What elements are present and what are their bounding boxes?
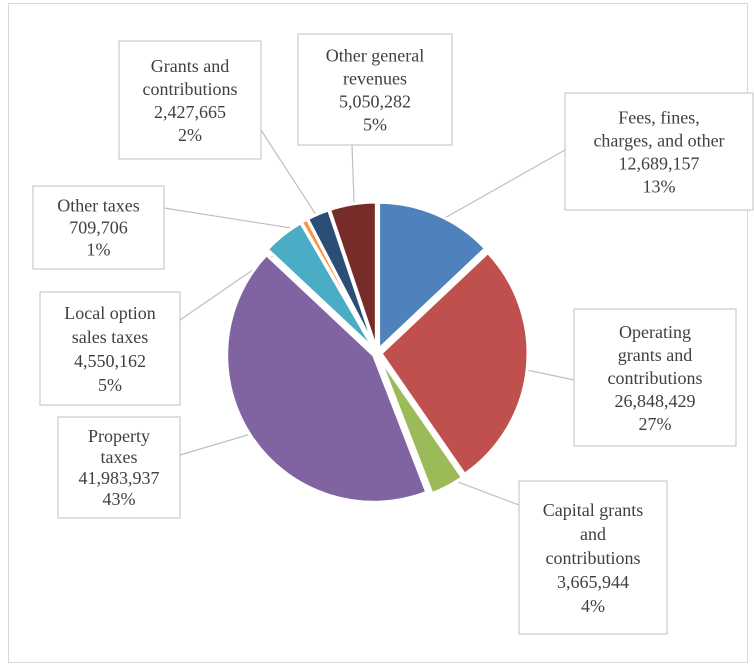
label-category-operating: contributions — [608, 368, 703, 388]
label-category-othertax: Other taxes — [57, 196, 139, 216]
label-category-operating: Operating — [619, 322, 691, 342]
callout-box-operating — [573, 308, 737, 447]
callout-box-capital — [518, 480, 668, 635]
label-value-othergen: 5,050,282 — [339, 91, 411, 111]
label-category-property: taxes — [101, 447, 138, 467]
label-percent-local: 5% — [98, 375, 122, 395]
data-labels: Fees, fines, charges, and other 12,689,157… — [32, 33, 754, 635]
label-value-grants: 2,427,665 — [154, 102, 226, 122]
data-label-operating: Operating grants and contributions 26,848,4… — [573, 308, 737, 447]
pie-slice-othergen — [327, 200, 378, 350]
label-category-operating: grants and — [618, 345, 692, 365]
label-percent-othertax: 1% — [87, 240, 111, 260]
data-label-capital: Capital grants and contributions 3,665,944 4… — [518, 480, 668, 635]
label-value-fees: 12,689,157 — [619, 153, 700, 173]
callout-box-property — [57, 416, 181, 519]
label-percent-operating: 27% — [639, 414, 672, 434]
leader-line-othertax — [163, 207, 311, 232]
data-label-othergen: Other general revenues 5,050,282 5% — [297, 33, 453, 146]
callout-box-othertax — [32, 185, 165, 270]
data-label-local: Local option sales taxes 4,550,162 5% — [39, 291, 181, 406]
pie-slice-operating — [379, 250, 530, 477]
label-category-capital: Capital grants — [543, 500, 643, 520]
label-category-property: Property — [88, 426, 150, 446]
label-category-capital: contributions — [546, 548, 641, 568]
label-percent-capital: 4% — [581, 596, 605, 616]
data-label-grants: Grants and contributions 2,427,665 2% — [118, 40, 262, 160]
pie-slice-property — [225, 252, 429, 504]
label-category-fees: Fees, fines, — [618, 107, 699, 127]
label-category-grants: Grants and — [151, 56, 229, 76]
data-label-fees: Fees, fines, charges, and other 12,689,157… — [564, 92, 754, 211]
label-category-capital: and — [580, 524, 606, 544]
leader-line-local — [179, 243, 291, 321]
label-value-capital: 3,665,944 — [557, 572, 629, 592]
label-category-fees: charges, and other — [593, 130, 724, 150]
label-percent-othergen: 5% — [363, 114, 387, 134]
label-percent-grants: 2% — [178, 125, 202, 145]
label-category-local: Local option — [64, 303, 155, 323]
leader-line-property — [179, 430, 262, 456]
label-percent-fees: 13% — [643, 176, 676, 196]
label-category-othergen: Other general — [326, 45, 424, 65]
pie-slices — [225, 200, 530, 504]
leader-line-fees — [431, 149, 566, 226]
callout-box-local — [39, 291, 181, 406]
label-value-local: 4,550,162 — [74, 351, 146, 371]
label-value-operating: 26,848,429 — [615, 391, 696, 411]
pie-slice-capital — [377, 355, 465, 496]
callout-box-fees — [564, 92, 754, 211]
leader-line-grants — [260, 129, 324, 226]
label-value-property: 41,983,937 — [79, 468, 160, 488]
pie-slice-fees — [377, 200, 488, 353]
callout-box-grants — [118, 40, 262, 160]
label-value-othertax: 709,706 — [69, 218, 128, 238]
label-category-local: sales taxes — [72, 327, 148, 347]
callout-box-othergen — [297, 33, 453, 146]
label-percent-property: 43% — [103, 489, 136, 509]
label-category-grants: contributions — [143, 79, 238, 99]
label-category-othergen: revenues — [343, 68, 407, 88]
